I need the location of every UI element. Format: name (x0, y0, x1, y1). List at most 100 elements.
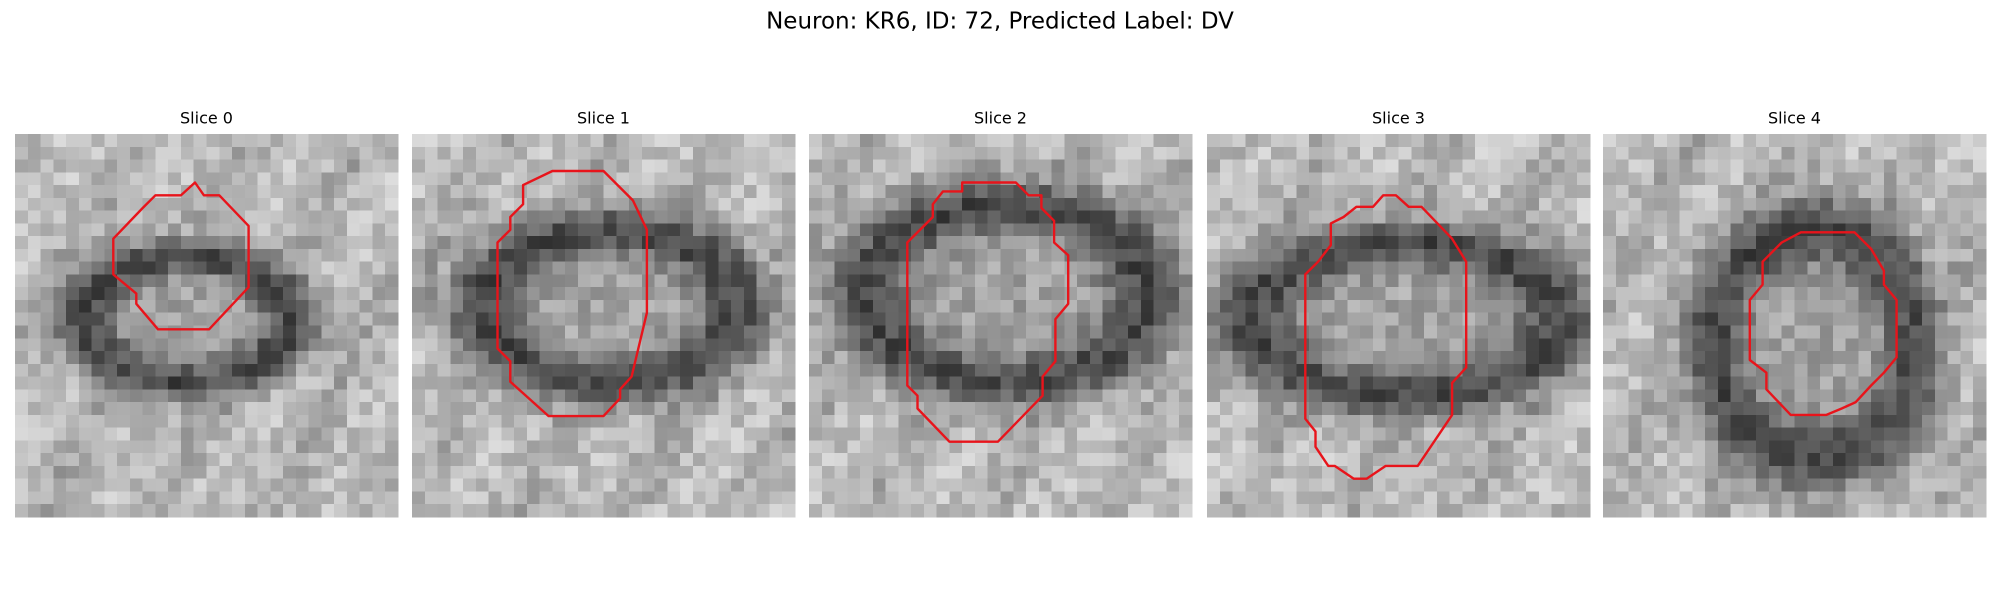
pixel (412, 376, 426, 390)
pixel (860, 491, 874, 505)
pixel (692, 185, 707, 199)
pixel (437, 299, 451, 314)
pixel (756, 248, 771, 263)
pixel (15, 325, 29, 339)
pixel (629, 287, 643, 301)
pixel (641, 389, 656, 403)
pixel (667, 185, 681, 199)
pixel (412, 338, 426, 352)
pixel (1038, 427, 1053, 441)
pixel (1717, 223, 1732, 237)
pixel (974, 338, 989, 352)
pixel (206, 274, 220, 288)
pixel (450, 440, 464, 454)
pixel (1270, 402, 1285, 416)
pixel (821, 376, 836, 390)
pixel (1909, 299, 1923, 314)
pixel (1424, 478, 1438, 493)
pixel (463, 491, 477, 505)
pixel (1179, 261, 1193, 276)
pixel (1026, 491, 1040, 505)
pixel (1128, 274, 1142, 288)
pixel (129, 402, 144, 416)
pixel (731, 478, 745, 493)
pixel (1781, 299, 1796, 314)
pixel (1309, 146, 1323, 161)
pixel (1245, 389, 1259, 403)
pixel (129, 338, 144, 352)
pixel (514, 363, 528, 378)
pixel (1960, 236, 1974, 250)
pixel (1166, 134, 1180, 148)
pixel (475, 312, 490, 327)
pixel (1347, 223, 1361, 237)
pixel (15, 223, 29, 237)
pixel (1270, 185, 1285, 199)
pixel (834, 159, 848, 173)
pixel (1000, 325, 1014, 339)
pixel (565, 491, 579, 505)
pixel (1820, 299, 1834, 314)
pixel (731, 427, 745, 441)
pixel (885, 402, 899, 416)
pixel (1296, 389, 1310, 403)
pixel (1768, 287, 1783, 301)
pixel (1140, 299, 1155, 314)
pixel (1781, 274, 1796, 288)
pixel (155, 402, 169, 416)
pixel (1513, 376, 1527, 390)
pixel (1896, 287, 1910, 301)
pixel (219, 453, 233, 467)
pixel (616, 223, 630, 237)
pixel (680, 351, 694, 365)
pixel (1551, 427, 1566, 441)
pixel (1807, 197, 1821, 212)
pixel (359, 287, 374, 301)
pixel (1500, 299, 1514, 314)
pixel (809, 338, 823, 352)
pixel (1372, 491, 1387, 505)
pixel (1756, 185, 1770, 199)
pixel (257, 402, 271, 416)
pixel (911, 197, 925, 212)
pixel (705, 478, 719, 493)
pixel (603, 504, 617, 518)
pixel (117, 491, 131, 505)
pixel (603, 453, 617, 467)
pixel (885, 453, 899, 467)
pixel (1424, 325, 1438, 339)
pixel (898, 389, 912, 403)
pixel (1411, 376, 1425, 390)
pixel (359, 478, 374, 493)
pixel (334, 504, 348, 518)
pixel (1077, 376, 1091, 390)
pixel (769, 299, 783, 314)
pixel (27, 172, 42, 186)
pixel (463, 338, 477, 352)
pixel (1883, 248, 1898, 263)
pixel (1692, 491, 1706, 505)
pixel (718, 223, 732, 237)
pixel (1730, 389, 1745, 403)
pixel (641, 274, 656, 288)
pixel (923, 172, 938, 186)
pixel (1219, 504, 1234, 518)
pixel (1628, 389, 1642, 403)
pixel (1730, 325, 1745, 339)
pixel (1845, 236, 1859, 250)
pixel (1026, 299, 1040, 314)
pixel (1102, 440, 1116, 454)
pixel (53, 223, 67, 237)
pixel (1513, 440, 1527, 454)
pixel (552, 172, 566, 186)
pixel (731, 146, 745, 161)
pixel (1487, 274, 1502, 288)
pixel (936, 248, 951, 263)
pixel (718, 146, 732, 161)
pixel (809, 248, 823, 263)
pixel (705, 274, 719, 288)
pixel (1128, 146, 1142, 161)
pixel (385, 197, 399, 212)
pixel (1013, 440, 1027, 454)
pixel (1270, 287, 1285, 301)
